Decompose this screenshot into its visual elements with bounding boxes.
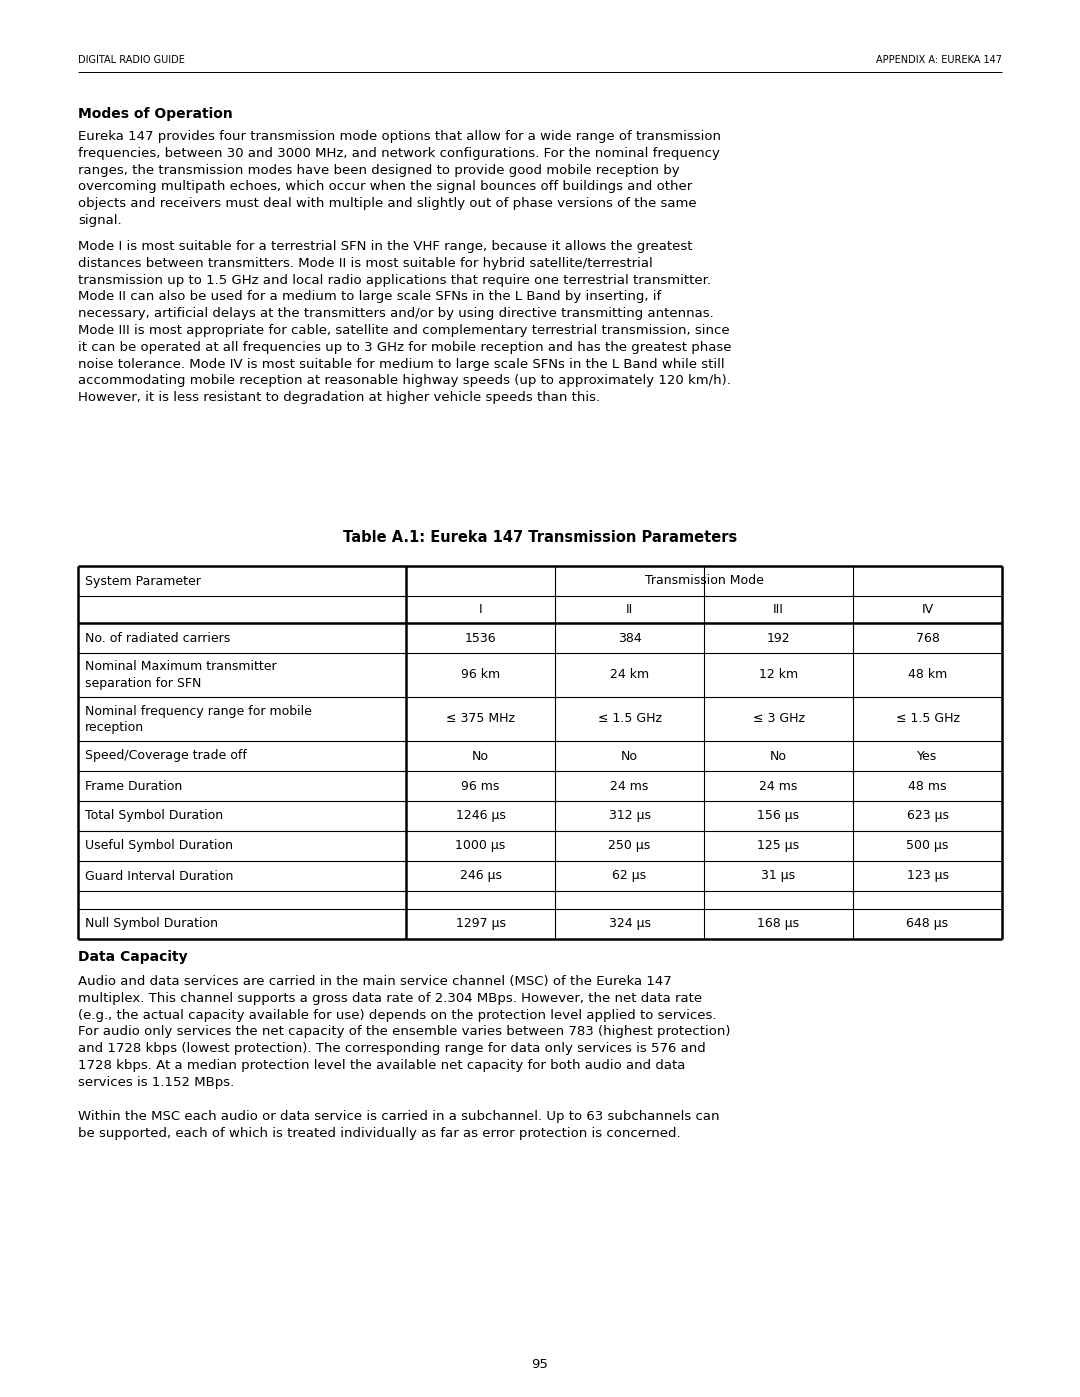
Text: ≤ 1.5 GHz: ≤ 1.5 GHz: [597, 712, 662, 725]
Text: 31 μs: 31 μs: [761, 869, 796, 883]
Text: III: III: [773, 604, 784, 616]
Text: Useful Symbol Duration: Useful Symbol Duration: [85, 840, 233, 852]
Text: 125 μs: 125 μs: [757, 840, 799, 852]
Text: 1536: 1536: [464, 631, 497, 644]
Text: 768: 768: [916, 631, 940, 644]
Text: 95: 95: [531, 1358, 549, 1370]
Text: Within the MSC each audio or data service is carried in a subchannel. Up to 63 s: Within the MSC each audio or data servic…: [78, 1111, 719, 1140]
Text: Audio and data services are carried in the main service channel (MSC) of the Eur: Audio and data services are carried in t…: [78, 975, 730, 1088]
Text: I: I: [478, 604, 483, 616]
Text: 1297 μs: 1297 μs: [456, 918, 505, 930]
Text: ≤ 375 MHz: ≤ 375 MHz: [446, 712, 515, 725]
Text: 1246 μs: 1246 μs: [456, 809, 505, 823]
Text: II: II: [626, 604, 633, 616]
Text: ≤ 1.5 GHz: ≤ 1.5 GHz: [895, 712, 959, 725]
Text: Data Capacity: Data Capacity: [78, 950, 188, 964]
Text: 250 μs: 250 μs: [608, 840, 650, 852]
Text: 48 ms: 48 ms: [908, 780, 947, 792]
Text: 623 μs: 623 μs: [906, 809, 948, 823]
Text: 123 μs: 123 μs: [906, 869, 948, 883]
Text: DIGITAL RADIO GUIDE: DIGITAL RADIO GUIDE: [78, 54, 185, 66]
Text: 1000 μs: 1000 μs: [456, 840, 505, 852]
Text: Guard Interval Duration: Guard Interval Duration: [85, 869, 233, 883]
Text: Modes of Operation: Modes of Operation: [78, 108, 233, 122]
Text: 24 ms: 24 ms: [759, 780, 798, 792]
Text: Mode I is most suitable for a terrestrial SFN in the VHF range, because it allow: Mode I is most suitable for a terrestria…: [78, 240, 731, 404]
Text: 156 μs: 156 μs: [757, 809, 799, 823]
Text: 96 ms: 96 ms: [461, 780, 500, 792]
Text: 168 μs: 168 μs: [757, 918, 799, 930]
Text: APPENDIX A: EUREKA 147: APPENDIX A: EUREKA 147: [876, 54, 1002, 66]
Text: Null Symbol Duration: Null Symbol Duration: [85, 918, 218, 930]
Text: No: No: [472, 750, 489, 763]
Text: Nominal frequency range for mobile
reception: Nominal frequency range for mobile recep…: [85, 704, 312, 733]
Text: Speed/Coverage trade off: Speed/Coverage trade off: [85, 750, 247, 763]
Text: No: No: [621, 750, 638, 763]
Text: 24 ms: 24 ms: [610, 780, 649, 792]
Text: ≤ 3 GHz: ≤ 3 GHz: [753, 712, 805, 725]
Text: Nominal Maximum transmitter
separation for SFN: Nominal Maximum transmitter separation f…: [85, 661, 276, 690]
Text: 62 μs: 62 μs: [612, 869, 647, 883]
Text: Transmission Mode: Transmission Mode: [645, 574, 764, 588]
Text: Eureka 147 provides four transmission mode options that allow for a wide range o: Eureka 147 provides four transmission mo…: [78, 130, 721, 226]
Text: IV: IV: [921, 604, 933, 616]
Text: 648 μs: 648 μs: [906, 918, 948, 930]
Text: 24 km: 24 km: [610, 669, 649, 682]
Text: 312 μs: 312 μs: [608, 809, 650, 823]
Text: 48 km: 48 km: [908, 669, 947, 682]
Text: 12 km: 12 km: [759, 669, 798, 682]
Text: Yes: Yes: [917, 750, 937, 763]
Text: 324 μs: 324 μs: [608, 918, 650, 930]
Text: Total Symbol Duration: Total Symbol Duration: [85, 809, 224, 823]
Text: No: No: [770, 750, 787, 763]
Text: Table A.1: Eureka 147 Transmission Parameters: Table A.1: Eureka 147 Transmission Param…: [342, 529, 738, 545]
Text: 96 km: 96 km: [461, 669, 500, 682]
Text: Frame Duration: Frame Duration: [85, 780, 183, 792]
Text: No. of radiated carriers: No. of radiated carriers: [85, 631, 230, 644]
Text: 246 μs: 246 μs: [459, 869, 501, 883]
Text: 384: 384: [618, 631, 642, 644]
Text: System Parameter: System Parameter: [85, 574, 201, 588]
Text: 192: 192: [767, 631, 791, 644]
Text: 500 μs: 500 μs: [906, 840, 948, 852]
